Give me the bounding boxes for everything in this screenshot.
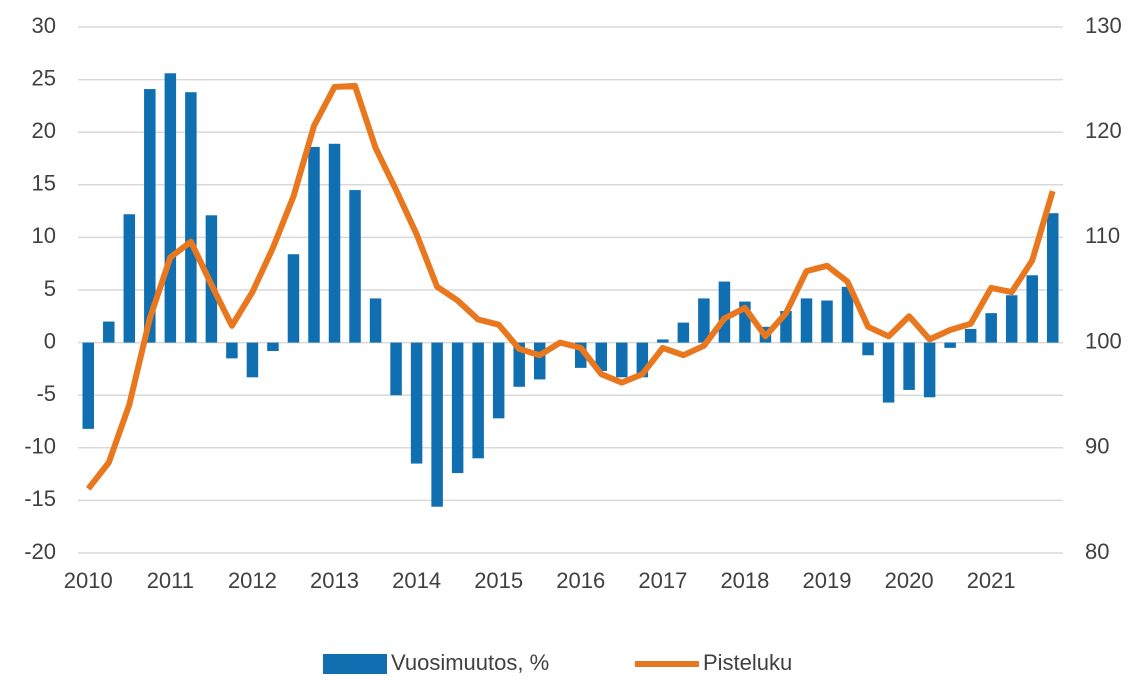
bar	[698, 298, 710, 343]
bar	[657, 339, 669, 343]
x-tick-label: 2015	[474, 568, 523, 593]
y-tick-label: 5	[44, 276, 56, 301]
bar	[739, 301, 751, 343]
bar	[903, 342, 915, 390]
y-tick-label: 0	[44, 328, 56, 353]
legend-label: Vuosimuutos, %	[391, 650, 549, 675]
bar	[410, 342, 423, 464]
bar	[123, 214, 136, 343]
y-tick-label: -15	[24, 486, 56, 511]
bar	[513, 342, 525, 387]
x-tick-label: 2011	[147, 568, 194, 593]
bar	[985, 313, 997, 343]
bar	[780, 311, 792, 343]
bar	[882, 342, 895, 403]
bar	[451, 342, 464, 474]
bar	[595, 342, 608, 372]
x-tick-label: 2018	[720, 568, 769, 593]
y2-tick-label: 100	[1085, 328, 1122, 353]
bar	[718, 281, 731, 343]
x-tick-label: 2013	[310, 568, 359, 593]
bar	[944, 342, 956, 348]
bar	[349, 190, 361, 343]
bar	[677, 322, 690, 343]
bar	[103, 321, 115, 343]
bar	[616, 342, 628, 378]
y2-tick-label: 110	[1085, 223, 1120, 248]
y-tick-label: 30	[32, 13, 56, 38]
y2-tick-label: 130	[1085, 13, 1122, 38]
y-tick-label: 20	[32, 118, 56, 143]
y-tick-label: 15	[32, 171, 56, 196]
bar	[246, 342, 259, 378]
bar	[923, 342, 936, 398]
bar	[164, 73, 177, 343]
bar	[328, 143, 341, 343]
bar	[226, 342, 238, 359]
bar	[185, 92, 197, 343]
bar	[1005, 295, 1018, 343]
bar	[82, 342, 95, 429]
bar	[1046, 213, 1059, 343]
bar	[533, 342, 546, 380]
bar	[144, 89, 156, 343]
y-tick-label: 25	[32, 65, 56, 90]
bar	[800, 298, 813, 343]
y-tick-label: -10	[24, 434, 56, 459]
x-tick-label: 2020	[885, 568, 934, 593]
y2-tick-label: 120	[1085, 118, 1122, 143]
x-tick-label: 2021	[967, 568, 1016, 593]
legend-swatch	[323, 654, 387, 674]
y-tick-label: 10	[32, 223, 56, 248]
bar	[841, 286, 854, 343]
bar	[964, 328, 977, 343]
bar	[636, 342, 649, 378]
bar	[390, 342, 402, 396]
x-tick-label: 2010	[64, 568, 113, 593]
x-tick-label: 2014	[392, 568, 441, 593]
bar	[472, 342, 484, 459]
legend-label: Pisteluku	[703, 650, 792, 675]
x-tick-label: 2019	[803, 568, 852, 593]
y2-tick-label: 90	[1085, 434, 1109, 459]
y2-tick-label: 80	[1085, 539, 1109, 564]
bar	[492, 342, 505, 419]
bar	[267, 342, 279, 352]
y-tick-label: -20	[24, 539, 56, 564]
bar	[431, 342, 443, 507]
bar	[287, 254, 300, 343]
x-tick-label: 2016	[556, 568, 605, 593]
bar	[1026, 275, 1038, 343]
bar	[862, 342, 874, 356]
bar	[308, 146, 320, 343]
x-tick-label: 2012	[228, 568, 277, 593]
x-tick-label: 2017	[638, 568, 687, 593]
y-tick-label: -5	[36, 381, 56, 406]
line	[85, 82, 1056, 491]
bar	[369, 298, 382, 343]
bar	[575, 342, 587, 368]
bar	[821, 300, 833, 343]
